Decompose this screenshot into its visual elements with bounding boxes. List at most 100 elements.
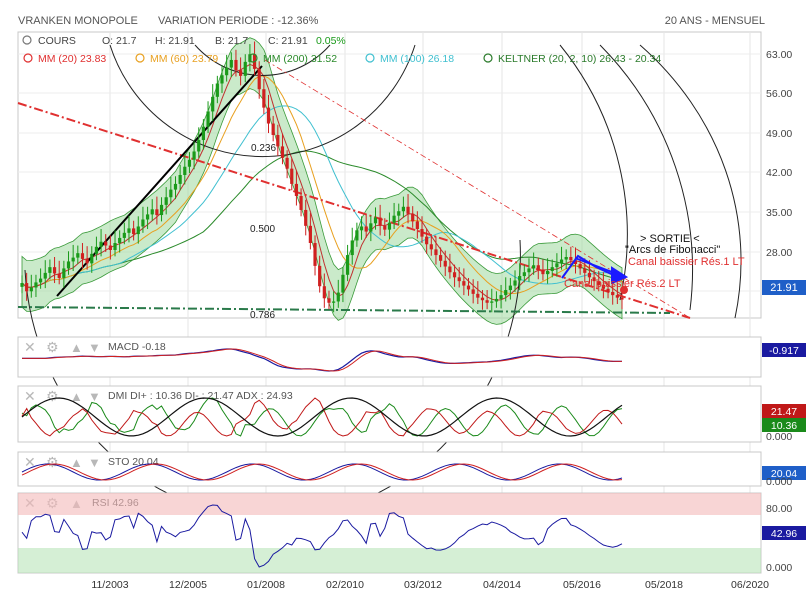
indicator-line: [21, 397, 623, 437]
candle-body: [499, 295, 503, 299]
indicator-settings-icon[interactable]: [365, 53, 375, 63]
candle-body: [211, 96, 215, 112]
legend-open: O: 21.7: [102, 35, 137, 47]
indicator-settings-icon[interactable]: [23, 53, 33, 63]
candle-body: [122, 232, 126, 238]
candle-body: [85, 258, 89, 264]
candle-body: [192, 151, 196, 160]
candle-body: [532, 265, 536, 269]
candle-body: [215, 83, 219, 97]
candle-body: [132, 228, 136, 235]
legend-indicator: MM (200) 31.52: [263, 53, 337, 65]
gear-icon[interactable]: ⚙: [46, 388, 59, 404]
candle-body: [248, 54, 252, 62]
x-tick-label: 01/2008: [247, 579, 285, 591]
dmi-minus-badge: [762, 404, 806, 418]
candle-body: [452, 272, 457, 278]
close-icon[interactable]: ✕: [24, 388, 36, 404]
candle-body: [541, 269, 545, 275]
candle-body: [513, 280, 517, 286]
y-tick-label: 63.00: [766, 49, 792, 61]
x-tick-label: 06/2020: [731, 579, 769, 591]
candle-body: [443, 260, 447, 267]
candle-body: [234, 59, 238, 71]
arrow-down-icon[interactable]: ▼: [88, 455, 101, 470]
close-icon[interactable]: ✕: [24, 454, 36, 470]
candle-body: [52, 267, 57, 274]
candle-body: [332, 301, 336, 303]
arrow-down-icon[interactable]: ▼: [88, 389, 101, 404]
indicator-settings-icon[interactable]: [483, 53, 493, 63]
dmi-title: DMI DI+ : 10.36 DI- : 21.47 ADX : 24.93: [108, 390, 293, 402]
candle-body: [76, 253, 80, 258]
candle-body: [406, 206, 410, 214]
candle-body: [490, 301, 494, 303]
candle-body: [387, 222, 392, 230]
x-tick-label: 05/2018: [645, 579, 683, 591]
legend-cours: COURS: [38, 35, 76, 47]
canal-resistance-2: [264, 59, 691, 319]
candle-body: [276, 134, 280, 147]
candle-body: [201, 126, 205, 141]
candle-body: [94, 246, 99, 254]
candle-body: [220, 75, 224, 84]
candle-body: [178, 175, 182, 184]
indicator-settings-icon[interactable]: [248, 53, 258, 63]
candle-body: [318, 265, 322, 287]
legend-change: 0.05%: [316, 35, 346, 47]
candle-body: [462, 281, 466, 286]
candle-body: [378, 217, 382, 226]
fib-arc-outer-3: [639, 44, 742, 319]
candle-body: [280, 146, 285, 158]
macd-badge: [762, 343, 806, 357]
candle-body: [439, 255, 443, 261]
candle-body: [229, 59, 233, 68]
candle-body: [155, 209, 159, 216]
macd-title: MACD -0.18: [108, 341, 166, 353]
candle-body: [350, 240, 354, 256]
rsi-overbought-zone: [18, 493, 761, 515]
y-tick-label: 49.00: [766, 128, 792, 140]
x-tick-label: 03/2012: [404, 579, 442, 591]
candle-body: [504, 290, 508, 296]
candle-body: [411, 213, 415, 222]
candle-body: [145, 214, 150, 220]
candle-body: [99, 241, 103, 247]
last-price-badge: [762, 280, 806, 295]
arrow-up-icon[interactable]: ▲: [70, 389, 83, 404]
fib-arc-0236: [194, 44, 331, 76]
arrow-up-icon[interactable]: ▲: [70, 455, 83, 470]
dmi-plus-badge: [762, 418, 806, 432]
canal-resistance-1: [17, 102, 691, 319]
candle-body: [173, 183, 178, 190]
candle-body: [257, 68, 261, 90]
last-point-marker: [620, 286, 628, 294]
candle-body: [299, 195, 303, 210]
gear-icon[interactable]: ⚙: [46, 454, 59, 470]
candle-body: [494, 298, 499, 302]
candle-body: [169, 189, 173, 198]
close-icon[interactable]: ✕: [24, 339, 36, 355]
gear-icon[interactable]: ⚙: [46, 339, 59, 355]
arrow-up-icon[interactable]: ▲: [70, 340, 83, 355]
dmi-panel: [17, 385, 762, 443]
sto-title: STO 20.04: [108, 456, 159, 468]
candle-body: [545, 270, 550, 275]
blue-arrow-annotation: [561, 254, 629, 285]
price-panel: [17, 31, 762, 319]
candle-body: [564, 256, 568, 260]
candle-body: [118, 237, 122, 244]
dmi-minus-value: 21.47: [771, 406, 797, 418]
candle-body: [225, 67, 229, 76]
indicator-settings-icon[interactable]: [135, 53, 145, 63]
candle-body: [485, 300, 489, 303]
candle-body: [592, 277, 596, 282]
fib-arc-outer-2: [599, 44, 693, 311]
cours-settings-icon[interactable]: [22, 35, 32, 45]
keltner-band: [21, 37, 623, 325]
candle-body: [239, 70, 243, 76]
legend-indicator: MM (60) 23.79: [150, 53, 218, 65]
candle-body: [425, 236, 429, 245]
arrow-down-icon[interactable]: ▼: [88, 340, 101, 355]
arcs-fibonacci-label: "Arcs de Fibonacci": [625, 244, 720, 256]
